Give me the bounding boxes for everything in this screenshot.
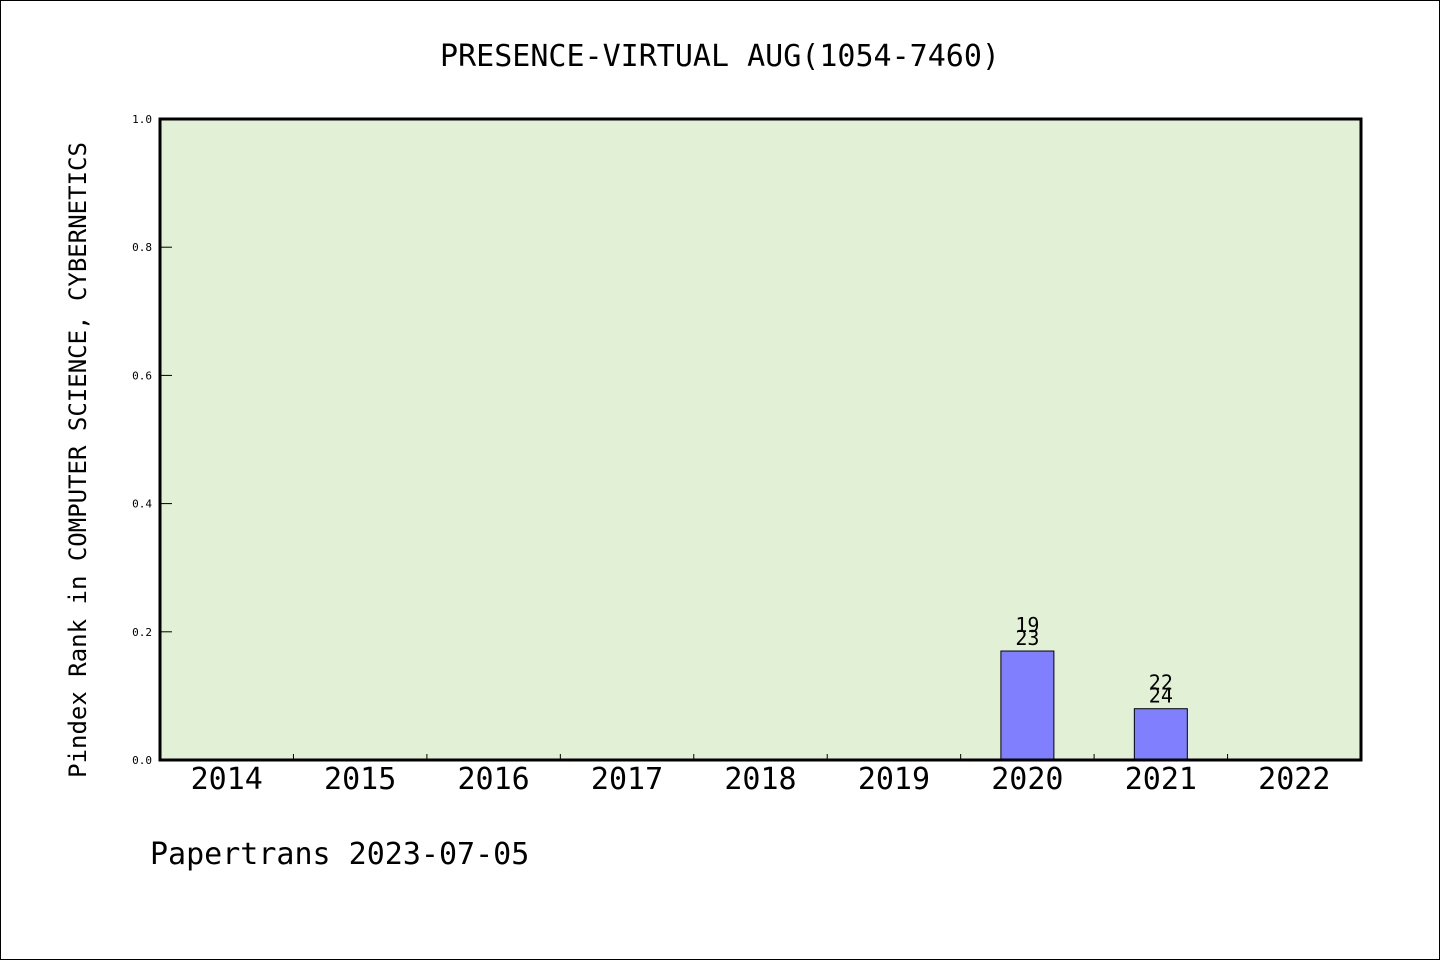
bar-label-bottom: 23 — [1015, 626, 1039, 650]
y-tick-label: 0.4 — [132, 498, 152, 511]
footer-text: Papertrans 2023-07-05 — [150, 837, 529, 872]
x-tick-label: 2017 — [591, 762, 663, 797]
bar-label-bottom: 24 — [1149, 684, 1173, 708]
x-tick-label: 2016 — [457, 762, 529, 797]
chart-title: PRESENCE-VIRTUAL AUG(1054-7460) — [440, 39, 1000, 74]
x-tick-label: 2019 — [858, 762, 930, 797]
bar — [1000, 650, 1055, 761]
x-tick-label: 2014 — [191, 762, 263, 797]
plot-border — [158, 117, 1363, 762]
y-tick-label: 0.6 — [132, 369, 152, 382]
x-tick-label: 2015 — [324, 762, 396, 797]
y-tick-label: 1.0 — [132, 113, 152, 126]
bar — [1133, 708, 1188, 761]
bar-group — [1000, 650, 1188, 761]
y-tick-label: 0.8 — [132, 241, 152, 254]
y-tick-label: 0.2 — [132, 626, 152, 639]
x-tick-label: 2021 — [1125, 762, 1197, 797]
x-tick-label: 2018 — [724, 762, 796, 797]
plot-area — [160, 119, 1361, 760]
bar-label-top: 19 — [1015, 613, 1039, 637]
x-axis-ticks: 2014 2015 2016 2017 2018 2019 2020 2021 2022 — [191, 754, 1330, 797]
x-tick-label: 2020 — [991, 762, 1063, 797]
y-tick-label: 0.0 — [132, 754, 152, 767]
bar-label-top: 22 — [1149, 671, 1173, 695]
y-axis-label: Pindex Rank in COMPUTER SCIENCE, CYBERNE… — [64, 142, 92, 778]
x-tick-label: 2022 — [1258, 762, 1330, 797]
